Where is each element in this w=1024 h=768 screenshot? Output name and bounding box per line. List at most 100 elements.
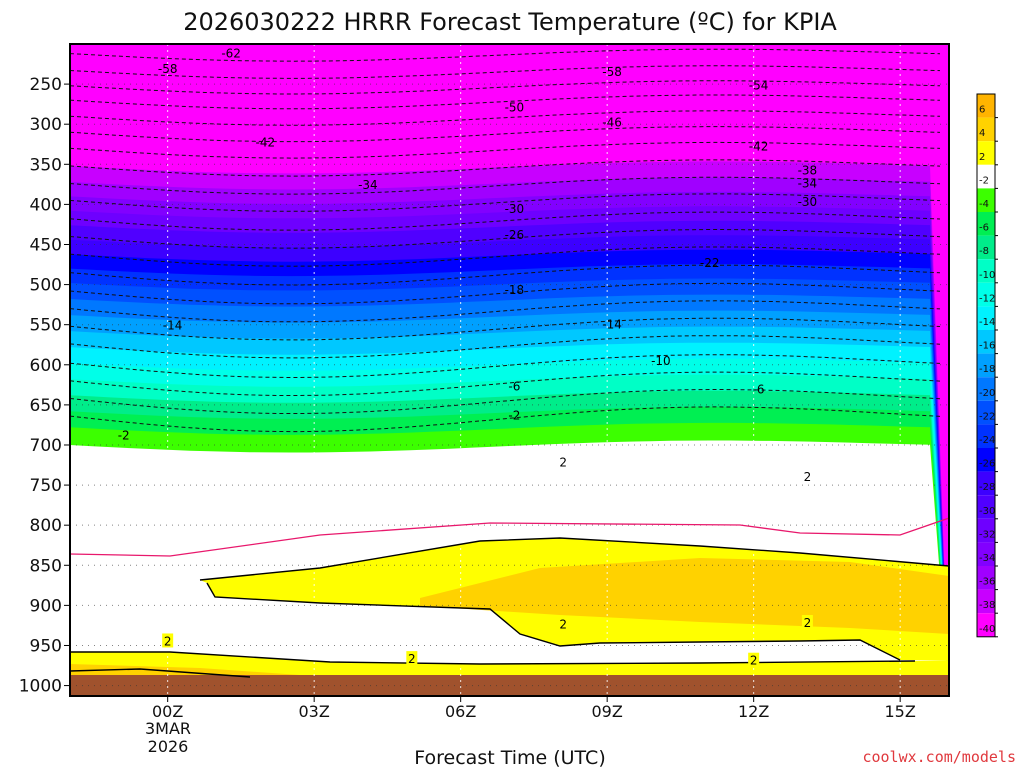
contour-label-bg <box>748 652 760 667</box>
x-tick-label: 09Z <box>592 702 623 721</box>
contour-label: -26 <box>505 228 525 242</box>
colorbar-label: -16 <box>979 341 995 352</box>
isotherm-contour <box>70 264 941 286</box>
isotherm-contour <box>70 94 941 110</box>
y-tick-label: 250 <box>30 75 62 95</box>
isotherm-contour <box>70 141 941 159</box>
isotherm-contour <box>70 159 941 177</box>
colorbar-swatch <box>977 212 995 236</box>
colorbar-label: -30 <box>979 506 995 517</box>
contour-label: -14 <box>602 318 622 332</box>
colorbar-swatch <box>977 353 995 378</box>
contour-label: -54 <box>749 79 769 93</box>
contour-label: -2 <box>118 428 130 442</box>
contour-label: -58 <box>158 62 178 76</box>
surface-warm-layer-fill <box>70 652 949 675</box>
isotherm-contour <box>70 228 941 249</box>
contour-label: 2 <box>804 470 812 484</box>
site-credit: coolwx.com/models <box>862 748 1016 766</box>
contour-label: -42 <box>256 136 276 150</box>
x-axis-label: Forecast Time (UTC) <box>414 747 605 768</box>
colorbar-label: -20 <box>979 388 995 399</box>
plot-area: -62-58 -58-54-50-46-42 -42-38-34 -34-30-30-… <box>70 44 949 696</box>
x-tick-label: 12Z <box>738 702 769 721</box>
contour-label: -2 <box>508 408 520 422</box>
y-tick-label: 850 <box>30 556 62 576</box>
contour-label: -6 <box>508 379 520 393</box>
colorbar-swatch <box>977 424 995 448</box>
colorbar-swatch <box>977 495 995 519</box>
colorbar-swatch <box>977 164 995 189</box>
zero-degree-isotherm <box>70 517 949 557</box>
contour-label-bg <box>557 616 569 631</box>
colorbar-label: 6 <box>979 105 985 116</box>
colorbar-swatch <box>977 542 995 566</box>
colorbar: 6 4 2 -2 -4 -6 -8 -10 -12 -14 -16 -18 -20 -22 -24 -26 -2… <box>976 93 998 638</box>
y-tick-label: 350 <box>30 155 62 175</box>
contour-label: -62 <box>221 47 241 61</box>
colorbar-swatch <box>977 518 995 543</box>
colorbar-label: -36 <box>979 577 995 588</box>
x-tick-label: 15Z <box>885 702 916 721</box>
plus-two-isotherm-near-ground <box>70 668 251 678</box>
contour-label: -34 <box>358 178 378 192</box>
colorbar-label: -38 <box>979 600 995 611</box>
colorbar-swatch <box>977 282 995 307</box>
contour-label: -58 <box>602 65 622 79</box>
x-date-year: 2026 <box>148 737 189 756</box>
contour-label: 2 <box>559 618 567 632</box>
isotherm-contour <box>70 65 941 79</box>
isotherm-contour <box>70 300 941 323</box>
contour-label: -30 <box>505 202 525 216</box>
contour-label: -6 <box>753 383 765 397</box>
colorbar-swatch <box>977 94 995 118</box>
contour-label: -22 <box>700 256 720 270</box>
colorbar-label: -14 <box>979 317 995 328</box>
contour-label: -42 <box>749 140 769 154</box>
y-tick-label: 550 <box>30 316 62 336</box>
colorbar-swatch <box>977 117 995 142</box>
contour-label-bg <box>162 633 174 648</box>
y-tick-label: 600 <box>30 356 62 376</box>
plus-two-isotherm-upper <box>199 537 949 581</box>
isotherm-contour <box>70 354 941 379</box>
pressure-axis: 250 300 350 400 450 500 550 600 650 700 750 800 850 9… <box>19 75 70 697</box>
colorbar-label: -28 <box>979 482 995 493</box>
isotherm-contour <box>70 110 941 126</box>
colorbar-label: -2 <box>979 175 989 186</box>
contour-labels: -62-58 -58-54-50-46-42 -42-38-34 -34-30-30-… <box>118 47 817 668</box>
colorbar-swatch <box>977 188 995 212</box>
surface-warmer-layer-fill <box>70 664 300 675</box>
colorbar-label: 2 <box>979 152 985 163</box>
colorbar-swatch <box>977 613 995 637</box>
colorbar-label: -18 <box>979 364 995 375</box>
contour-label-bg <box>801 469 813 484</box>
contour-label: 2 <box>804 616 812 630</box>
colorbar-swatch <box>977 589 995 614</box>
y-tick-label: 650 <box>30 396 62 416</box>
colorbar-label: -8 <box>979 246 989 257</box>
colorbar-swatch <box>977 471 995 496</box>
colorbar-label: -12 <box>979 293 995 304</box>
colorbar-label: -40 <box>979 624 995 635</box>
gridlines <box>70 44 949 696</box>
ground-below-surface <box>70 675 949 696</box>
freezing-lines <box>70 517 949 678</box>
contour-label: -38 <box>798 164 818 178</box>
colorbar-swatch <box>977 566 995 590</box>
isotherm-contour <box>70 388 941 414</box>
x-tick-label: 00Z <box>152 702 183 721</box>
colorbar-label: -26 <box>979 459 995 470</box>
colorbar-label: -34 <box>979 553 995 564</box>
colorbar-swatch <box>977 377 995 401</box>
colorbar-label: -32 <box>979 529 995 540</box>
contour-label: -14 <box>163 318 183 332</box>
colorbar-label: -6 <box>979 223 989 234</box>
y-tick-label: 750 <box>30 476 62 496</box>
colorbar-label: 4 <box>979 128 985 139</box>
y-tick-label: 950 <box>30 636 62 656</box>
colorbar-swatch <box>977 235 995 260</box>
contour-label-bg <box>801 615 813 630</box>
